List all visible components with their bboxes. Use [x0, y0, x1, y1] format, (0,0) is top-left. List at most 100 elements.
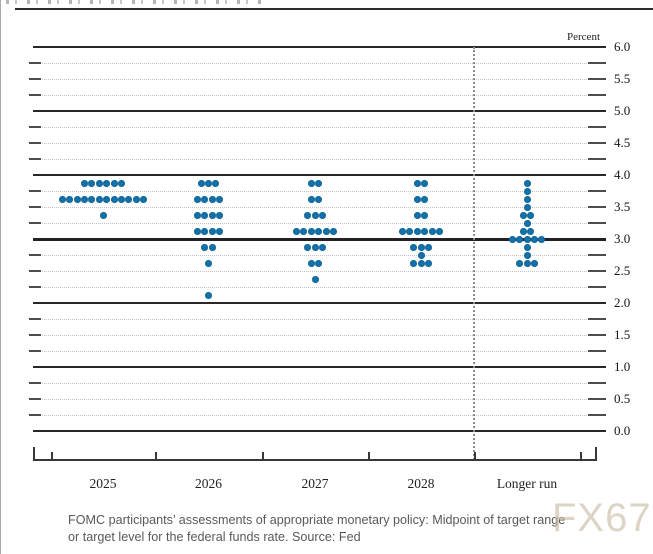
projection-dot — [293, 227, 300, 235]
gridline-solid — [33, 237, 606, 241]
y-axis-tick-right — [588, 398, 606, 400]
y-axis-label: 0.5 — [614, 391, 631, 406]
y-axis-label: 2.0 — [614, 295, 631, 310]
projection-dot — [307, 179, 315, 187]
gridline-dotted — [33, 270, 597, 272]
y-axis-tick-left — [29, 158, 41, 160]
projection-dot — [330, 227, 337, 235]
top-divider-rule — [15, 8, 653, 10]
projection-dot — [508, 235, 516, 243]
y-axis-tick-left — [29, 126, 41, 128]
y-axis-label: 0.0 — [614, 423, 631, 438]
gridline-dotted — [33, 382, 597, 384]
y-axis-tick-right — [588, 334, 606, 336]
projection-dot — [95, 195, 103, 203]
x-axis-tick — [368, 452, 370, 460]
y-axis-tick-left — [29, 398, 41, 400]
projection-dot — [311, 211, 319, 219]
y-axis-tick-left — [29, 414, 41, 416]
projection-dot — [208, 243, 216, 251]
gridline-dotted — [33, 126, 597, 128]
x-axis-label-longer-run: Longer run — [496, 476, 558, 491]
projection-dot — [58, 195, 66, 203]
y-axis-tick-right — [588, 190, 606, 192]
projection-dot — [118, 195, 125, 203]
gridline-dotted — [33, 318, 597, 320]
y-axis-tick-right — [588, 382, 606, 384]
y-axis-tick-right — [588, 78, 606, 80]
gridline-dotted — [33, 158, 597, 160]
x-axis-corner-tick — [595, 447, 597, 460]
projection-dot — [399, 227, 406, 235]
projection-dot — [193, 195, 201, 203]
projection-dot — [197, 179, 205, 187]
projection-dot — [530, 259, 538, 267]
projection-dot — [421, 227, 429, 235]
projection-dot — [516, 235, 524, 243]
gridline-solid — [33, 110, 606, 112]
projection-dot — [212, 179, 220, 187]
y-axis-tick-right — [588, 350, 606, 352]
projection-dot — [538, 235, 546, 243]
caption-line-1: FOMC participants’ assessments of approp… — [68, 513, 566, 527]
y-axis-label: 4.5 — [614, 135, 631, 150]
y-axis-tick-left — [29, 94, 41, 96]
gridline-dotted — [33, 398, 597, 400]
projection-dot — [318, 211, 326, 219]
x-axis-tick — [155, 452, 157, 460]
projection-dot — [88, 195, 96, 203]
projection-dot — [523, 235, 531, 243]
projection-dot — [315, 195, 323, 203]
projection-dot — [523, 195, 531, 203]
projection-dot — [523, 187, 531, 195]
projection-dot — [205, 259, 212, 267]
y-axis-title: Percent — [567, 31, 600, 43]
projection-dot — [421, 179, 429, 187]
y-axis-tick-right — [588, 222, 606, 224]
projection-dot — [413, 227, 421, 235]
y-axis-tick-left — [29, 254, 41, 256]
projection-dot — [410, 259, 418, 267]
projection-dot — [523, 243, 531, 251]
gridline-dotted — [33, 222, 597, 224]
projection-dot — [417, 259, 425, 267]
projection-dot — [421, 211, 429, 219]
projection-dot — [193, 211, 201, 219]
projection-dot — [205, 291, 212, 299]
gridline-dotted — [33, 78, 597, 80]
fx678-watermark: FX678 — [552, 496, 653, 540]
y-axis-tick-left — [29, 318, 41, 320]
projection-dot — [201, 243, 209, 251]
chart-caption: FOMC participants’ assessments of approp… — [68, 512, 628, 545]
projection-dot — [216, 195, 224, 203]
projection-dot — [315, 179, 323, 187]
y-axis-tick-right — [588, 286, 606, 288]
x-axis-label-2025: 2025 — [89, 476, 117, 491]
projection-dot — [523, 219, 531, 227]
y-axis-tick-left — [29, 350, 41, 352]
projection-dot — [523, 251, 531, 259]
gridline-solid — [33, 46, 606, 48]
projection-dot — [66, 195, 74, 203]
caption-line-2: or target level for the federal funds ra… — [68, 529, 361, 544]
y-axis-tick-left — [29, 270, 41, 272]
projection-dot — [201, 195, 209, 203]
projection-dot — [516, 259, 524, 267]
y-axis-tick-right — [588, 158, 606, 160]
projection-dot — [307, 227, 315, 235]
y-axis-tick-left — [29, 222, 41, 224]
y-axis-tick-right — [588, 270, 606, 272]
projection-dot — [417, 251, 425, 259]
projection-dot — [527, 211, 535, 219]
y-axis-label: 1.5 — [614, 327, 631, 342]
y-axis-tick-right — [588, 254, 606, 256]
gridline-dotted — [33, 206, 597, 208]
x-axis-label-2027: 2027 — [301, 476, 329, 491]
projection-dot — [523, 179, 531, 187]
projection-dot — [304, 211, 312, 219]
projection-dot — [103, 195, 111, 203]
projection-dot — [110, 195, 118, 203]
x-axis-tick — [51, 452, 53, 460]
projection-dot — [421, 195, 429, 203]
